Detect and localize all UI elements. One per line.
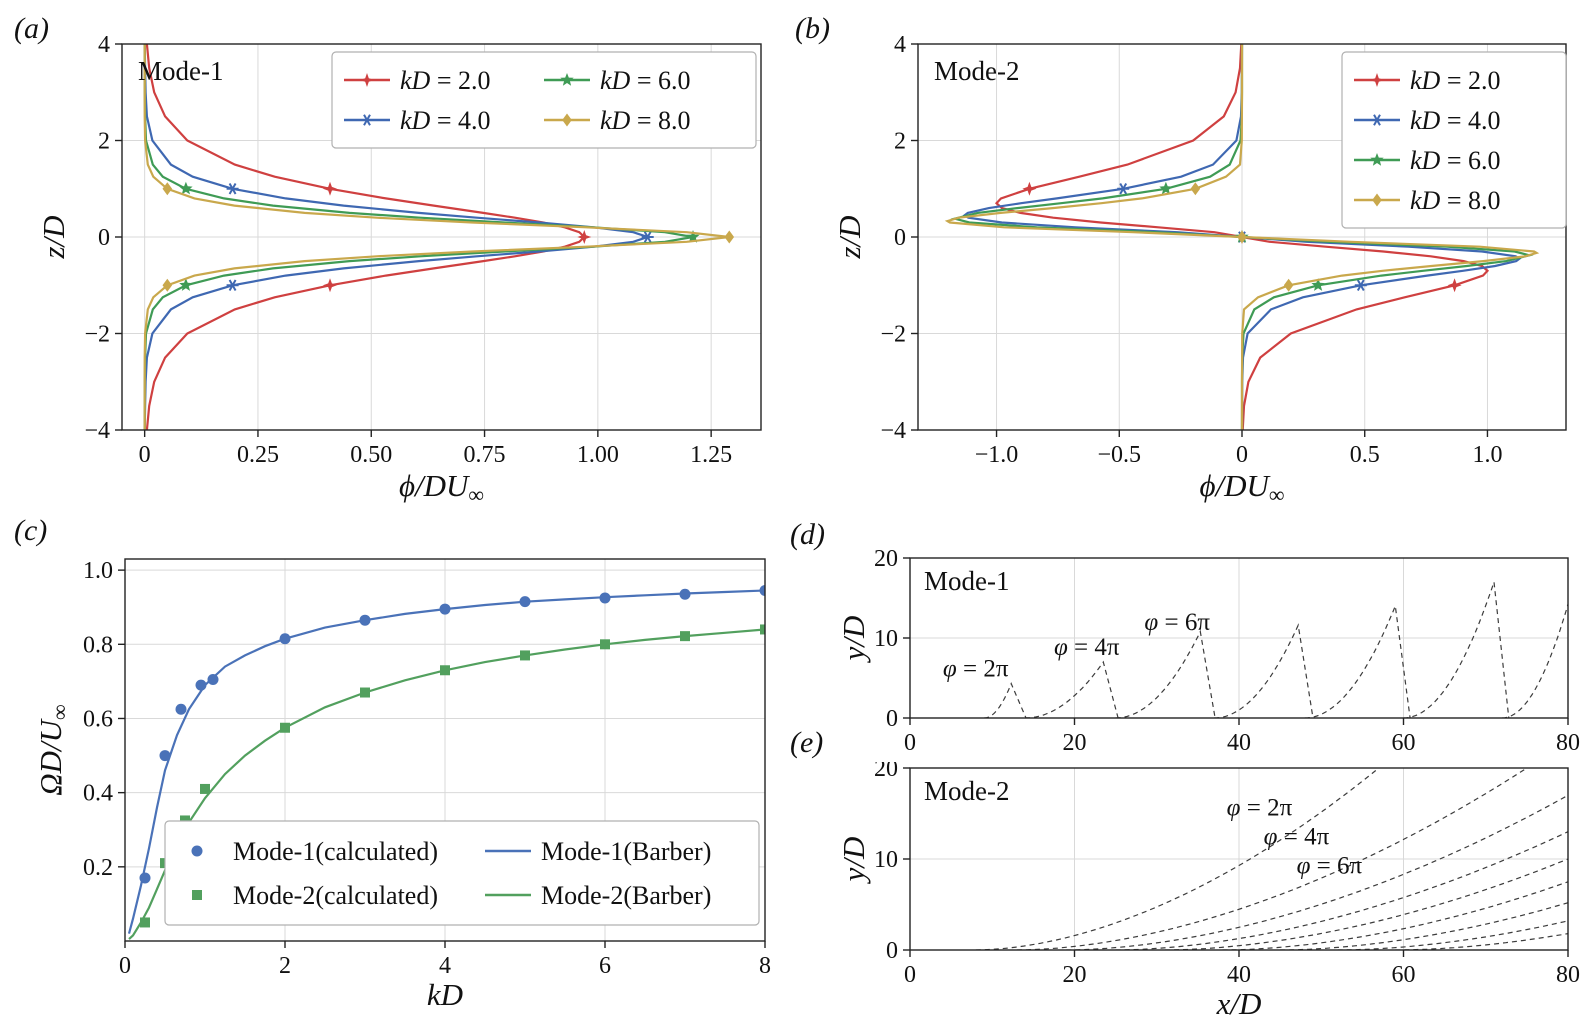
svg-text:−0.5: −0.5 xyxy=(1097,442,1141,468)
svg-text:kD = 2.0: kD = 2.0 xyxy=(400,66,491,95)
svg-text:20: 20 xyxy=(874,550,898,572)
panel-label-a: (a) xyxy=(14,12,49,45)
svg-text:2: 2 xyxy=(894,129,906,155)
svg-text:kD = 8.0: kD = 8.0 xyxy=(1410,186,1501,215)
panel-e-chart: 0 20 40 60 80 0 10 20 x/D y/D Mode-2 φ = 2π φ = 4π φ … xyxy=(836,756,1580,1036)
svg-text:0.25: 0.25 xyxy=(237,442,279,468)
svg-text:4: 4 xyxy=(98,32,110,58)
svg-text:x/D: x/D xyxy=(1216,986,1262,1021)
svg-text:6: 6 xyxy=(599,953,611,979)
svg-text:φ = 6π: φ = 6π xyxy=(1297,853,1363,880)
svg-text:2: 2 xyxy=(98,129,110,155)
svg-text:0.6: 0.6 xyxy=(83,706,113,732)
svg-text:Mode-1: Mode-1 xyxy=(924,566,1009,596)
svg-text:60: 60 xyxy=(1392,730,1416,756)
svg-text:0: 0 xyxy=(904,962,916,988)
svg-text:80: 80 xyxy=(1556,730,1580,756)
svg-text:40: 40 xyxy=(1227,962,1251,988)
svg-text:2: 2 xyxy=(279,953,291,979)
svg-text:0: 0 xyxy=(139,442,151,468)
svg-text:kD = 8.0: kD = 8.0 xyxy=(600,106,691,135)
svg-text:20: 20 xyxy=(1063,962,1087,988)
svg-text:0.8: 0.8 xyxy=(83,632,113,658)
svg-text:ϕ/DU∞: ϕ/DU∞ xyxy=(1199,468,1284,507)
svg-text:Mode-2(Barber): Mode-2(Barber) xyxy=(541,881,711,910)
svg-text:y/D: y/D xyxy=(840,837,871,885)
svg-text:10: 10 xyxy=(874,847,898,873)
svg-text:80: 80 xyxy=(1556,962,1580,988)
svg-text:−2: −2 xyxy=(84,322,110,348)
svg-text:z/D: z/D xyxy=(832,215,867,259)
svg-text:1.00: 1.00 xyxy=(577,442,619,468)
svg-text:φ = 2π: φ = 2π xyxy=(1227,794,1293,821)
svg-text:φ = 6π: φ = 6π xyxy=(1144,609,1210,636)
svg-text:8: 8 xyxy=(759,953,771,979)
svg-text:1.25: 1.25 xyxy=(690,442,732,468)
svg-text:0: 0 xyxy=(119,953,131,979)
svg-text:φ = 2π: φ = 2π xyxy=(943,655,1009,682)
svg-text:0: 0 xyxy=(894,225,906,251)
svg-text:10: 10 xyxy=(874,626,898,652)
panel-label-d: (d) xyxy=(790,518,825,551)
svg-text:4: 4 xyxy=(439,953,451,979)
svg-text:1.0: 1.0 xyxy=(1472,442,1502,468)
svg-text:φ = 4π: φ = 4π xyxy=(1054,634,1120,661)
svg-text:kD: kD xyxy=(427,977,463,1012)
svg-text:−4: −4 xyxy=(880,418,906,444)
svg-text:Mode-2: Mode-2 xyxy=(924,776,1009,806)
svg-text:kD = 4.0: kD = 4.0 xyxy=(400,106,491,135)
svg-text:0.50: 0.50 xyxy=(350,442,392,468)
panel-a-chart: 0 0.25 0.50 0.75 1.00 1.25 −4 −2 0 2 4 ϕ/DU∞ z/D Mode… xyxy=(30,10,775,510)
panel-label-e: (e) xyxy=(790,726,824,759)
svg-text:20: 20 xyxy=(1063,730,1087,756)
panel-label-c: (c) xyxy=(14,514,48,547)
svg-text:−1.0: −1.0 xyxy=(975,442,1019,468)
panel-label-b: (b) xyxy=(795,12,830,45)
svg-text:4: 4 xyxy=(894,32,906,58)
svg-text:0.5: 0.5 xyxy=(1350,442,1380,468)
svg-text:0: 0 xyxy=(886,706,898,732)
svg-text:Mode-2: Mode-2 xyxy=(934,56,1019,86)
svg-text:Mode-1: Mode-1 xyxy=(138,56,223,86)
panel-b-chart: −1.0 −0.5 0 0.5 1.0 −4 −2 0 2 4 ϕ/DU∞ z/D Mode-2 kD =… xyxy=(830,10,1580,510)
svg-text:0.4: 0.4 xyxy=(83,781,113,807)
svg-text:Mode-1(calculated): Mode-1(calculated) xyxy=(233,837,438,866)
svg-text:0: 0 xyxy=(904,730,916,756)
panel-d-chart: 0 20 40 60 80 0 10 20 y/D Mode-1 φ = 2π φ = 4π φ = 6… xyxy=(836,546,1580,760)
svg-text:0: 0 xyxy=(1236,442,1248,468)
svg-text:20: 20 xyxy=(874,762,898,782)
svg-text:kD = 6.0: kD = 6.0 xyxy=(600,66,691,95)
svg-text:−2: −2 xyxy=(880,322,906,348)
panel-c-chart: 0 2 4 6 8 0.2 0.4 0.6 0.8 1.0 kD ΩD/U∞ Mode-1(calcul… xyxy=(25,545,780,1025)
svg-text:kD = 2.0: kD = 2.0 xyxy=(1410,66,1501,95)
svg-text:−4: −4 xyxy=(84,418,110,444)
svg-text:Mode-2(calculated): Mode-2(calculated) xyxy=(233,881,438,910)
svg-text:ϕ/DU∞: ϕ/DU∞ xyxy=(399,468,484,507)
svg-text:0.75: 0.75 xyxy=(464,442,506,468)
svg-text:ΩD/U∞: ΩD/U∞ xyxy=(33,704,72,796)
svg-text:y/D: y/D xyxy=(840,616,871,664)
svg-text:kD = 4.0: kD = 4.0 xyxy=(1410,106,1501,135)
svg-text:z/D: z/D xyxy=(36,215,71,259)
svg-text:0: 0 xyxy=(98,225,110,251)
svg-text:1.0: 1.0 xyxy=(83,558,113,584)
svg-text:kD = 6.0: kD = 6.0 xyxy=(1410,146,1501,175)
svg-text:0.2: 0.2 xyxy=(83,855,113,881)
svg-text:Mode-1(Barber): Mode-1(Barber) xyxy=(541,837,711,866)
svg-text:φ = 4π: φ = 4π xyxy=(1264,823,1330,850)
svg-text:0: 0 xyxy=(886,938,898,964)
svg-text:60: 60 xyxy=(1392,962,1416,988)
svg-text:40: 40 xyxy=(1227,730,1251,756)
